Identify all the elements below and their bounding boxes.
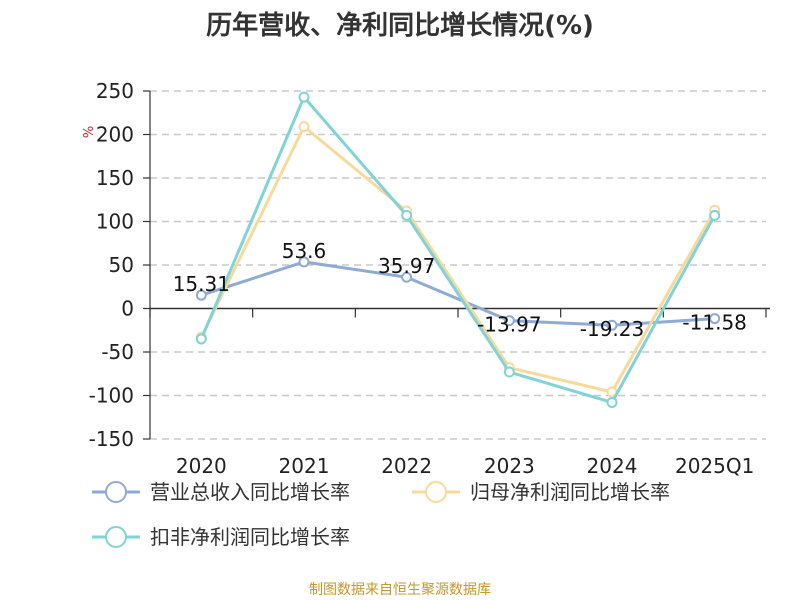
data-point (401, 271, 413, 283)
series-lines (195, 91, 721, 408)
y-tick-label: 150 (96, 166, 134, 190)
data-point (195, 333, 207, 345)
data-label: 35.97 (378, 254, 435, 278)
data-point (401, 209, 413, 221)
series-line (199, 95, 716, 404)
data-label: -13.97 (477, 313, 541, 337)
legend-marker (105, 481, 127, 503)
data-point (298, 256, 310, 268)
data-label: -11.58 (682, 311, 746, 335)
grid-lines (150, 90, 766, 440)
data-labels: 15.31 53.6 35.97 -13.97 -19.23 -11.58 (173, 239, 747, 341)
data-point (195, 289, 207, 301)
y-tick-label: 200 (96, 123, 134, 147)
chart-title: 历年营收、净利同比增长情况(%) (206, 10, 594, 41)
y-tick-label: -100 (89, 384, 134, 408)
y-tick-label: -50 (101, 340, 134, 364)
y-tick-label: 0 (121, 297, 134, 321)
y-tick-label: 50 (109, 253, 134, 277)
legend-label: 扣非净利润同比增长率 (150, 525, 350, 549)
y-tick-label: 250 (96, 79, 134, 103)
data-label: 15.31 (173, 272, 230, 296)
y-tick-label: -150 (89, 427, 134, 451)
data-point (709, 209, 721, 221)
data-point (606, 396, 618, 408)
data-point (709, 313, 721, 325)
axes: 250 200 150 100 50 0 -50 -100 -150 2020 2021 2022 20… (89, 79, 770, 478)
y-axis-unit: % (82, 126, 97, 138)
series-line (199, 125, 716, 394)
x-tick-label: 2020 (176, 454, 227, 478)
data-point (503, 315, 515, 327)
source-note: 制图数据来自恒生聚源数据库 (309, 582, 491, 598)
x-tick-label: 2021 (279, 454, 330, 478)
data-label: -19.23 (580, 317, 644, 341)
legend-marker (425, 481, 447, 503)
data-label: 53.6 (282, 239, 327, 263)
data-point (606, 319, 618, 331)
x-tick-label: 2024 (587, 454, 638, 478)
y-tick-label: 100 (96, 210, 134, 234)
x-tick-label: 2025Q1 (675, 454, 754, 478)
data-point (298, 91, 310, 103)
data-point (503, 366, 515, 378)
legend-label: 归母净利润同比增长率 (470, 480, 670, 504)
series-line (200, 260, 715, 327)
legend-label: 营业总收入同比增长率 (150, 480, 350, 504)
legend-marker (105, 526, 127, 548)
data-point (298, 121, 310, 133)
x-tick-label: 2022 (381, 454, 432, 478)
x-tick-label: 2023 (484, 454, 535, 478)
